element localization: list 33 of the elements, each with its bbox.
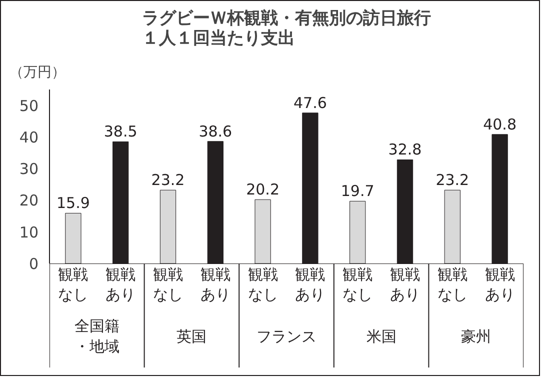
x-tick-label: 英国 xyxy=(176,327,207,346)
chart-title: ラグビーＷ杯観戦・有無別の訪日旅行１人１回当たり支出 xyxy=(142,8,431,48)
data-label: 23.2 xyxy=(436,171,470,190)
data-label: 38.6 xyxy=(198,122,232,140)
x-tick-label: フランス xyxy=(256,327,316,346)
text: 観戦なし xyxy=(437,266,468,304)
data-label: 15.9 xyxy=(56,194,90,212)
data-label: 38.5 xyxy=(104,122,138,141)
x-tick-label: 米国 xyxy=(366,327,396,346)
x-tick-label: 豪州 xyxy=(461,327,492,346)
series-label: 観戦あり xyxy=(484,266,515,304)
text: 観戦なし xyxy=(58,266,88,304)
text: 観戦あり xyxy=(106,266,136,304)
data-label: 47.6 xyxy=(294,94,327,112)
y-axis-title: （万円） xyxy=(10,64,66,80)
series-label: 観戦なし xyxy=(342,266,373,304)
text: 観戦なし xyxy=(153,266,183,304)
x-tick-label: 全国籍・地域 xyxy=(74,316,120,356)
data-label: 23.2 xyxy=(151,171,185,190)
text: 観戦なし xyxy=(248,266,278,304)
y-tick-label: 0 xyxy=(28,255,39,273)
y-tick-label: 50 xyxy=(19,96,39,115)
y-tick-label: 10 xyxy=(19,223,39,242)
y-tick-label: 40 xyxy=(19,128,39,146)
data-label: 40.8 xyxy=(483,115,517,134)
text: 観戦あり xyxy=(200,266,230,304)
data-label: 20.2 xyxy=(246,180,280,199)
y-tick-label: 20 xyxy=(19,192,39,210)
y-tick-label: 30 xyxy=(19,160,39,178)
text: 観戦あり xyxy=(295,266,326,304)
data-label: 32.8 xyxy=(388,140,422,159)
data-label: 19.7 xyxy=(340,182,374,200)
text: 観戦あり xyxy=(390,266,420,304)
